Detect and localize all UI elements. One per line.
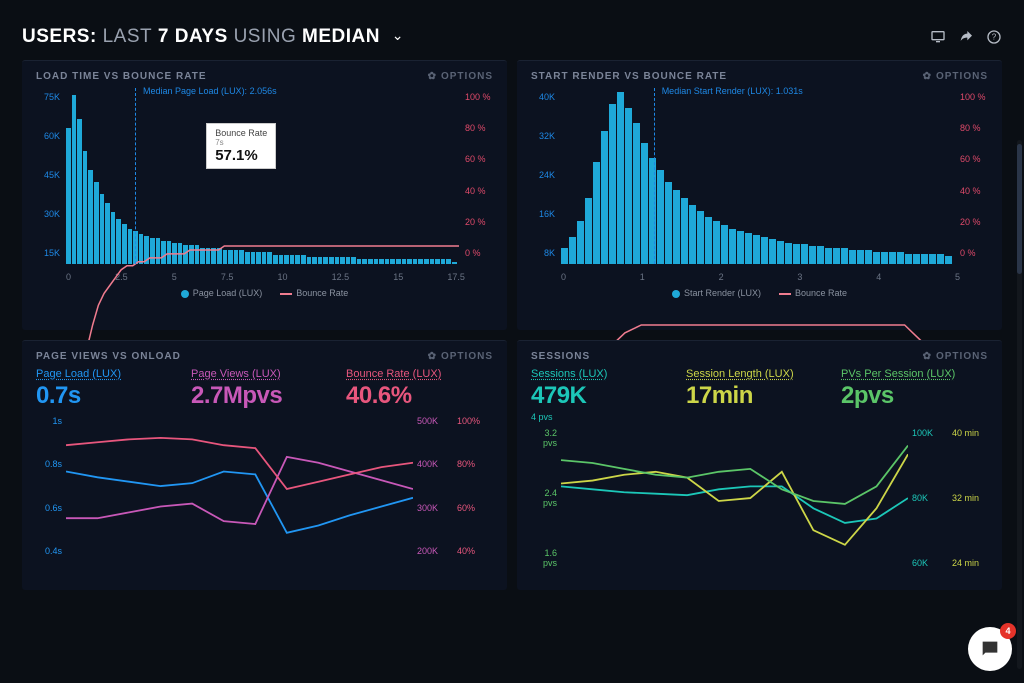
metric-label: Sessions (LUX): [531, 368, 678, 380]
metric-label: Session Length (LUX): [686, 368, 833, 380]
metric-sub: 4 pvs: [531, 410, 678, 422]
title-span3: USING: [234, 26, 297, 47]
title-span2: 7 DAYS: [158, 26, 228, 47]
options-button[interactable]: ✿OPTIONS: [428, 71, 493, 82]
share-icon[interactable]: [958, 29, 974, 45]
tooltip-value: 57.1%: [215, 147, 267, 164]
svg-text:?: ?: [992, 33, 997, 42]
page-title-selector[interactable]: USERS: LAST 7 DAYS USING MEDIAN ⌄: [22, 26, 404, 48]
title-span4: MEDIAN: [302, 26, 380, 47]
panel-sessions: SESSIONS ✿OPTIONS Sessions (LUX) 479K4 pv…: [517, 340, 1002, 590]
options-button[interactable]: ✿OPTIONS: [428, 351, 493, 362]
y-axis-right: 100 %80 %60 %40 %20 %0 %: [954, 88, 988, 258]
chart-plot: Median Start Render (LUX): 1.031s: [559, 88, 954, 264]
metric-value: 17min: [686, 382, 833, 410]
left-axis: 3.2 pvs2.4 pvs1.6 pvs: [531, 428, 561, 568]
gear-icon: ✿: [428, 351, 437, 362]
metric-value: 479K: [531, 382, 678, 410]
scroll-thumb[interactable]: [1017, 144, 1022, 274]
gear-icon: ✿: [923, 351, 932, 362]
metric-value: 40.6%: [346, 382, 493, 410]
median-line: [654, 88, 655, 264]
display-icon[interactable]: [930, 29, 946, 45]
panel-title: SESSIONS: [531, 351, 590, 362]
median-line: [135, 88, 136, 264]
tooltip-sub: 7s: [215, 138, 267, 147]
options-button[interactable]: ✿OPTIONS: [923, 351, 988, 362]
title-prefix: USERS:: [22, 26, 97, 47]
chevron-down-icon: ⌄: [392, 27, 404, 44]
metric-value: 0.7s: [36, 382, 183, 410]
multi-plot: [66, 416, 413, 562]
panel-title: PAGE VIEWS VS ONLOAD: [36, 351, 181, 362]
panel-title: START RENDER VS BOUNCE RATE: [531, 71, 727, 82]
chat-icon: [979, 638, 1001, 660]
right-axis-2: 100%80%60%40%: [453, 416, 493, 556]
metric-label: Bounce Rate (LUX): [346, 368, 493, 380]
metric-value: 2.7Mpvs: [191, 382, 338, 410]
median-label: Median Start Render (LUX): 1.031s: [662, 86, 803, 96]
median-label: Median Page Load (LUX): 2.056s: [143, 86, 277, 96]
right-axis-1: 500K400K300K200K: [413, 416, 453, 556]
y-axis-right: 100 %80 %60 %40 %20 %0 %: [459, 88, 493, 258]
metric-label: PVs Per Session (LUX): [841, 368, 988, 380]
chart-plot: Median Page Load (LUX): 2.056s Bounce Ra…: [64, 88, 459, 264]
help-icon[interactable]: ?: [986, 29, 1002, 45]
chat-button[interactable]: 4: [968, 627, 1012, 671]
title-span1: LAST: [103, 26, 153, 47]
titlebar: USERS: LAST 7 DAYS USING MEDIAN ⌄ ?: [22, 16, 1002, 60]
chat-badge: 4: [1000, 623, 1016, 639]
right-axis-1: 100K80K60K: [908, 428, 948, 568]
right-axis-2: 40 min32 min24 min: [948, 428, 988, 568]
metric-label: Page Views (LUX): [191, 368, 338, 380]
y-axis-left: 40K32K24K16K8K: [531, 88, 559, 258]
panel-start-render: START RENDER VS BOUNCE RATE ✿OPTIONS 40K…: [517, 60, 1002, 330]
options-button[interactable]: ✿OPTIONS: [923, 71, 988, 82]
metric-label: Page Load (LUX): [36, 368, 183, 380]
multi-plot: [561, 428, 908, 574]
left-axis: 1s0.8s0.6s0.4s: [36, 416, 66, 556]
y-axis-left: 75K60K45K30K15K: [36, 88, 64, 258]
metrics-row: Page Load (LUX) 0.7s Page Views (LUX) 2.7Mp…: [36, 368, 493, 410]
panel-title: LOAD TIME VS BOUNCE RATE: [36, 71, 206, 82]
tooltip: Bounce Rate 7s 57.1%: [206, 123, 276, 169]
gear-icon: ✿: [428, 71, 437, 82]
scrollbar[interactable]: [1017, 140, 1022, 669]
tooltip-title: Bounce Rate: [215, 128, 267, 138]
metrics-row: Sessions (LUX) 479K4 pvs Session Length (L…: [531, 368, 988, 422]
metric-value: 2pvs: [841, 382, 988, 410]
gear-icon: ✿: [923, 71, 932, 82]
panel-load-time: LOAD TIME VS BOUNCE RATE ✿OPTIONS 75K60K…: [22, 60, 507, 330]
panel-page-views: PAGE VIEWS VS ONLOAD ✿OPTIONS Page Load …: [22, 340, 507, 590]
